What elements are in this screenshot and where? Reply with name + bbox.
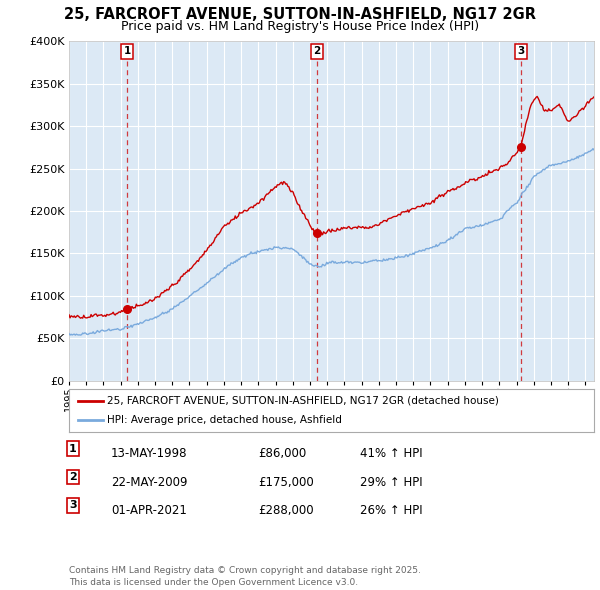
Text: £86,000: £86,000 — [258, 447, 306, 460]
Text: 1: 1 — [69, 444, 77, 454]
Text: Price paid vs. HM Land Registry's House Price Index (HPI): Price paid vs. HM Land Registry's House … — [121, 20, 479, 33]
Text: 41% ↑ HPI: 41% ↑ HPI — [360, 447, 422, 460]
Text: 3: 3 — [517, 47, 524, 57]
Text: 25, FARCROFT AVENUE, SUTTON-IN-ASHFIELD, NG17 2GR: 25, FARCROFT AVENUE, SUTTON-IN-ASHFIELD,… — [64, 7, 536, 22]
Text: 2: 2 — [313, 47, 320, 57]
Text: 29% ↑ HPI: 29% ↑ HPI — [360, 476, 422, 489]
Text: 1: 1 — [124, 47, 131, 57]
Text: HPI: Average price, detached house, Ashfield: HPI: Average price, detached house, Ashf… — [107, 415, 342, 425]
Text: £288,000: £288,000 — [258, 504, 314, 517]
Text: 25, FARCROFT AVENUE, SUTTON-IN-ASHFIELD, NG17 2GR (detached house): 25, FARCROFT AVENUE, SUTTON-IN-ASHFIELD,… — [107, 396, 499, 406]
Text: 26% ↑ HPI: 26% ↑ HPI — [360, 504, 422, 517]
Text: 13-MAY-1998: 13-MAY-1998 — [111, 447, 187, 460]
Text: £175,000: £175,000 — [258, 476, 314, 489]
Text: 2: 2 — [69, 472, 77, 482]
Text: 22-MAY-2009: 22-MAY-2009 — [111, 476, 187, 489]
Text: 3: 3 — [69, 500, 77, 510]
Text: 01-APR-2021: 01-APR-2021 — [111, 504, 187, 517]
Text: Contains HM Land Registry data © Crown copyright and database right 2025.
This d: Contains HM Land Registry data © Crown c… — [69, 566, 421, 587]
